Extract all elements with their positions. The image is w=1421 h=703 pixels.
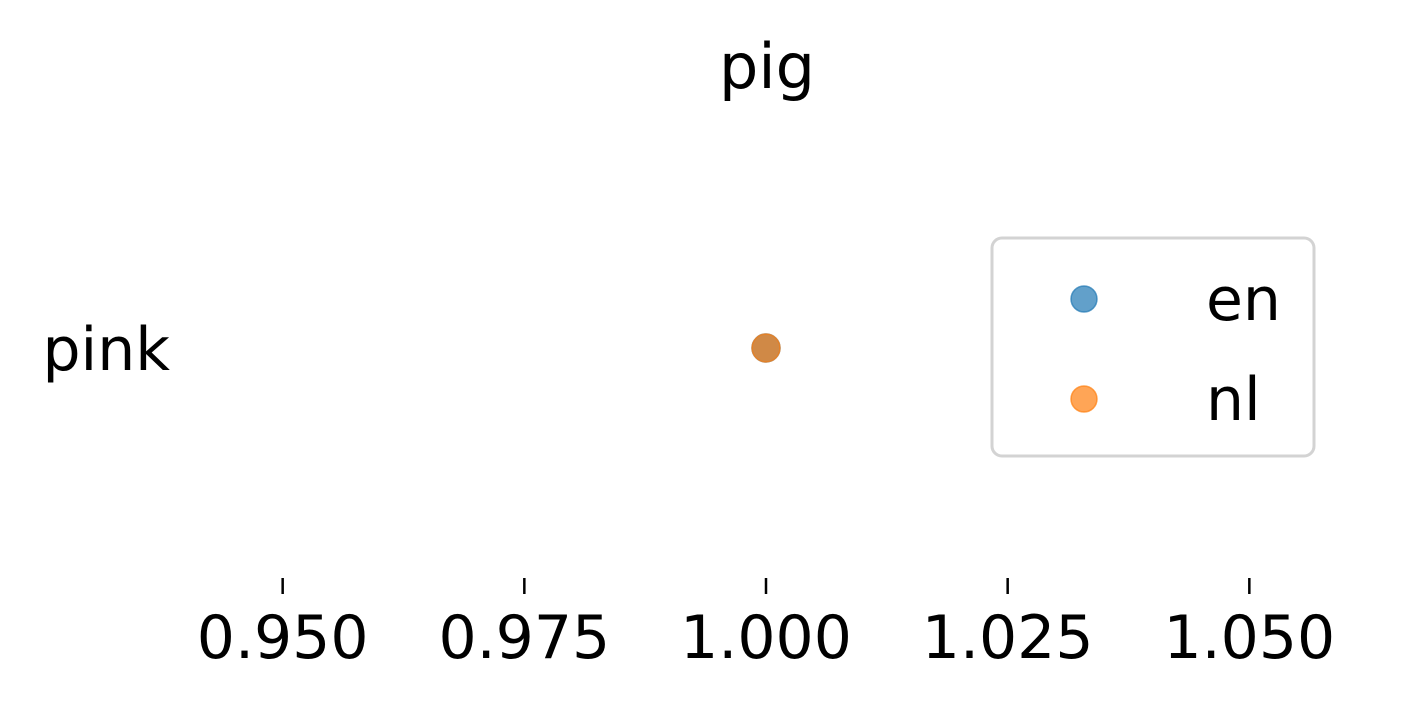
data-points [751,333,781,363]
y-axis: pink [42,315,170,385]
x-tick-label: 1.000 [680,603,852,673]
y-category-label: pink [42,315,170,385]
x-axis: 0.950 0.975 1.000 1.025 1.050 [197,578,1335,673]
legend-label-en: en [1206,265,1281,335]
legend-marker-nl [1070,385,1098,413]
legend-label-nl: nl [1206,365,1261,435]
chart-title: pig [719,30,815,103]
data-point-nl [751,333,781,363]
legend: en nl [990,236,1316,458]
x-tick-label: 1.050 [1163,603,1335,673]
legend-marker-en [1070,285,1098,313]
x-tick-label: 0.975 [438,603,610,673]
x-tick-label: 1.025 [922,603,1094,673]
x-tick-label: 0.950 [197,603,369,673]
